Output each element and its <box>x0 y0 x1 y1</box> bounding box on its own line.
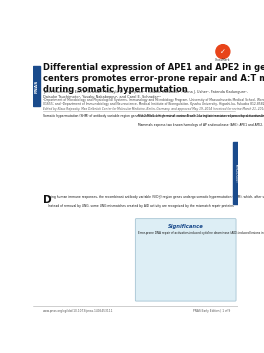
Text: www.pnas.org/cgi/doi/10.1073/pnas.1405453111: www.pnas.org/cgi/doi/10.1073/pnas.140545… <box>43 309 114 313</box>
Text: IMMUNOLOGY: IMMUNOLOGY <box>233 164 237 183</box>
Bar <box>33 66 40 106</box>
Text: ¹Department of Microbiology and Physiological Systems, Immunology and Microbiolo: ¹Department of Microbiology and Physiolo… <box>43 98 264 106</box>
Text: Somatic hypermutation (SHM) of antibody variable region genes is initiated in ge: Somatic hypermutation (SHM) of antibody … <box>43 114 264 118</box>
FancyBboxPatch shape <box>135 219 236 301</box>
Bar <box>233 143 238 204</box>
Circle shape <box>216 45 230 59</box>
Text: CrossMark: CrossMark <box>215 58 231 62</box>
Text: PNAS: PNAS <box>35 79 39 93</box>
Text: uring human immune responses, the recombinant antibody variable (V(D)J) region g: uring human immune responses, the recomb… <box>48 195 264 208</box>
Text: Edited by Klaus Rajewsky, Max Delbrück Center for Molecular Medicine, Berlin, Ge: Edited by Klaus Rajewsky, Max Delbrück C… <box>43 107 264 111</box>
Text: Msh2-Mlh1, which recruit exonuclease 1 to initiate excision of one strand surrou: Msh2-Mlh1, which recruit exonuclease 1 t… <box>138 114 264 127</box>
Text: D: D <box>43 195 52 205</box>
Text: ✓: ✓ <box>220 49 226 55</box>
Text: Error-prone DNA repair of activation-induced cytidine deaminase (AID)-induced le: Error-prone DNA repair of activation-ind… <box>138 231 264 235</box>
Text: PNAS Early Edition | 1 of 9: PNAS Early Edition | 1 of 9 <box>193 309 231 313</box>
Text: Janet Stavnezer¹, Erin K. Linehan¹, Mikayla B. Thompson¹², Ghaleb Habboubi¹², An: Janet Stavnezer¹, Erin K. Linehan¹, Mika… <box>43 90 248 99</box>
Text: Differential expression of APE1 and APE2 in germinal
centers promotes error-pron: Differential expression of APE1 and APE2… <box>43 63 264 94</box>
Text: Significance: Significance <box>168 224 204 229</box>
